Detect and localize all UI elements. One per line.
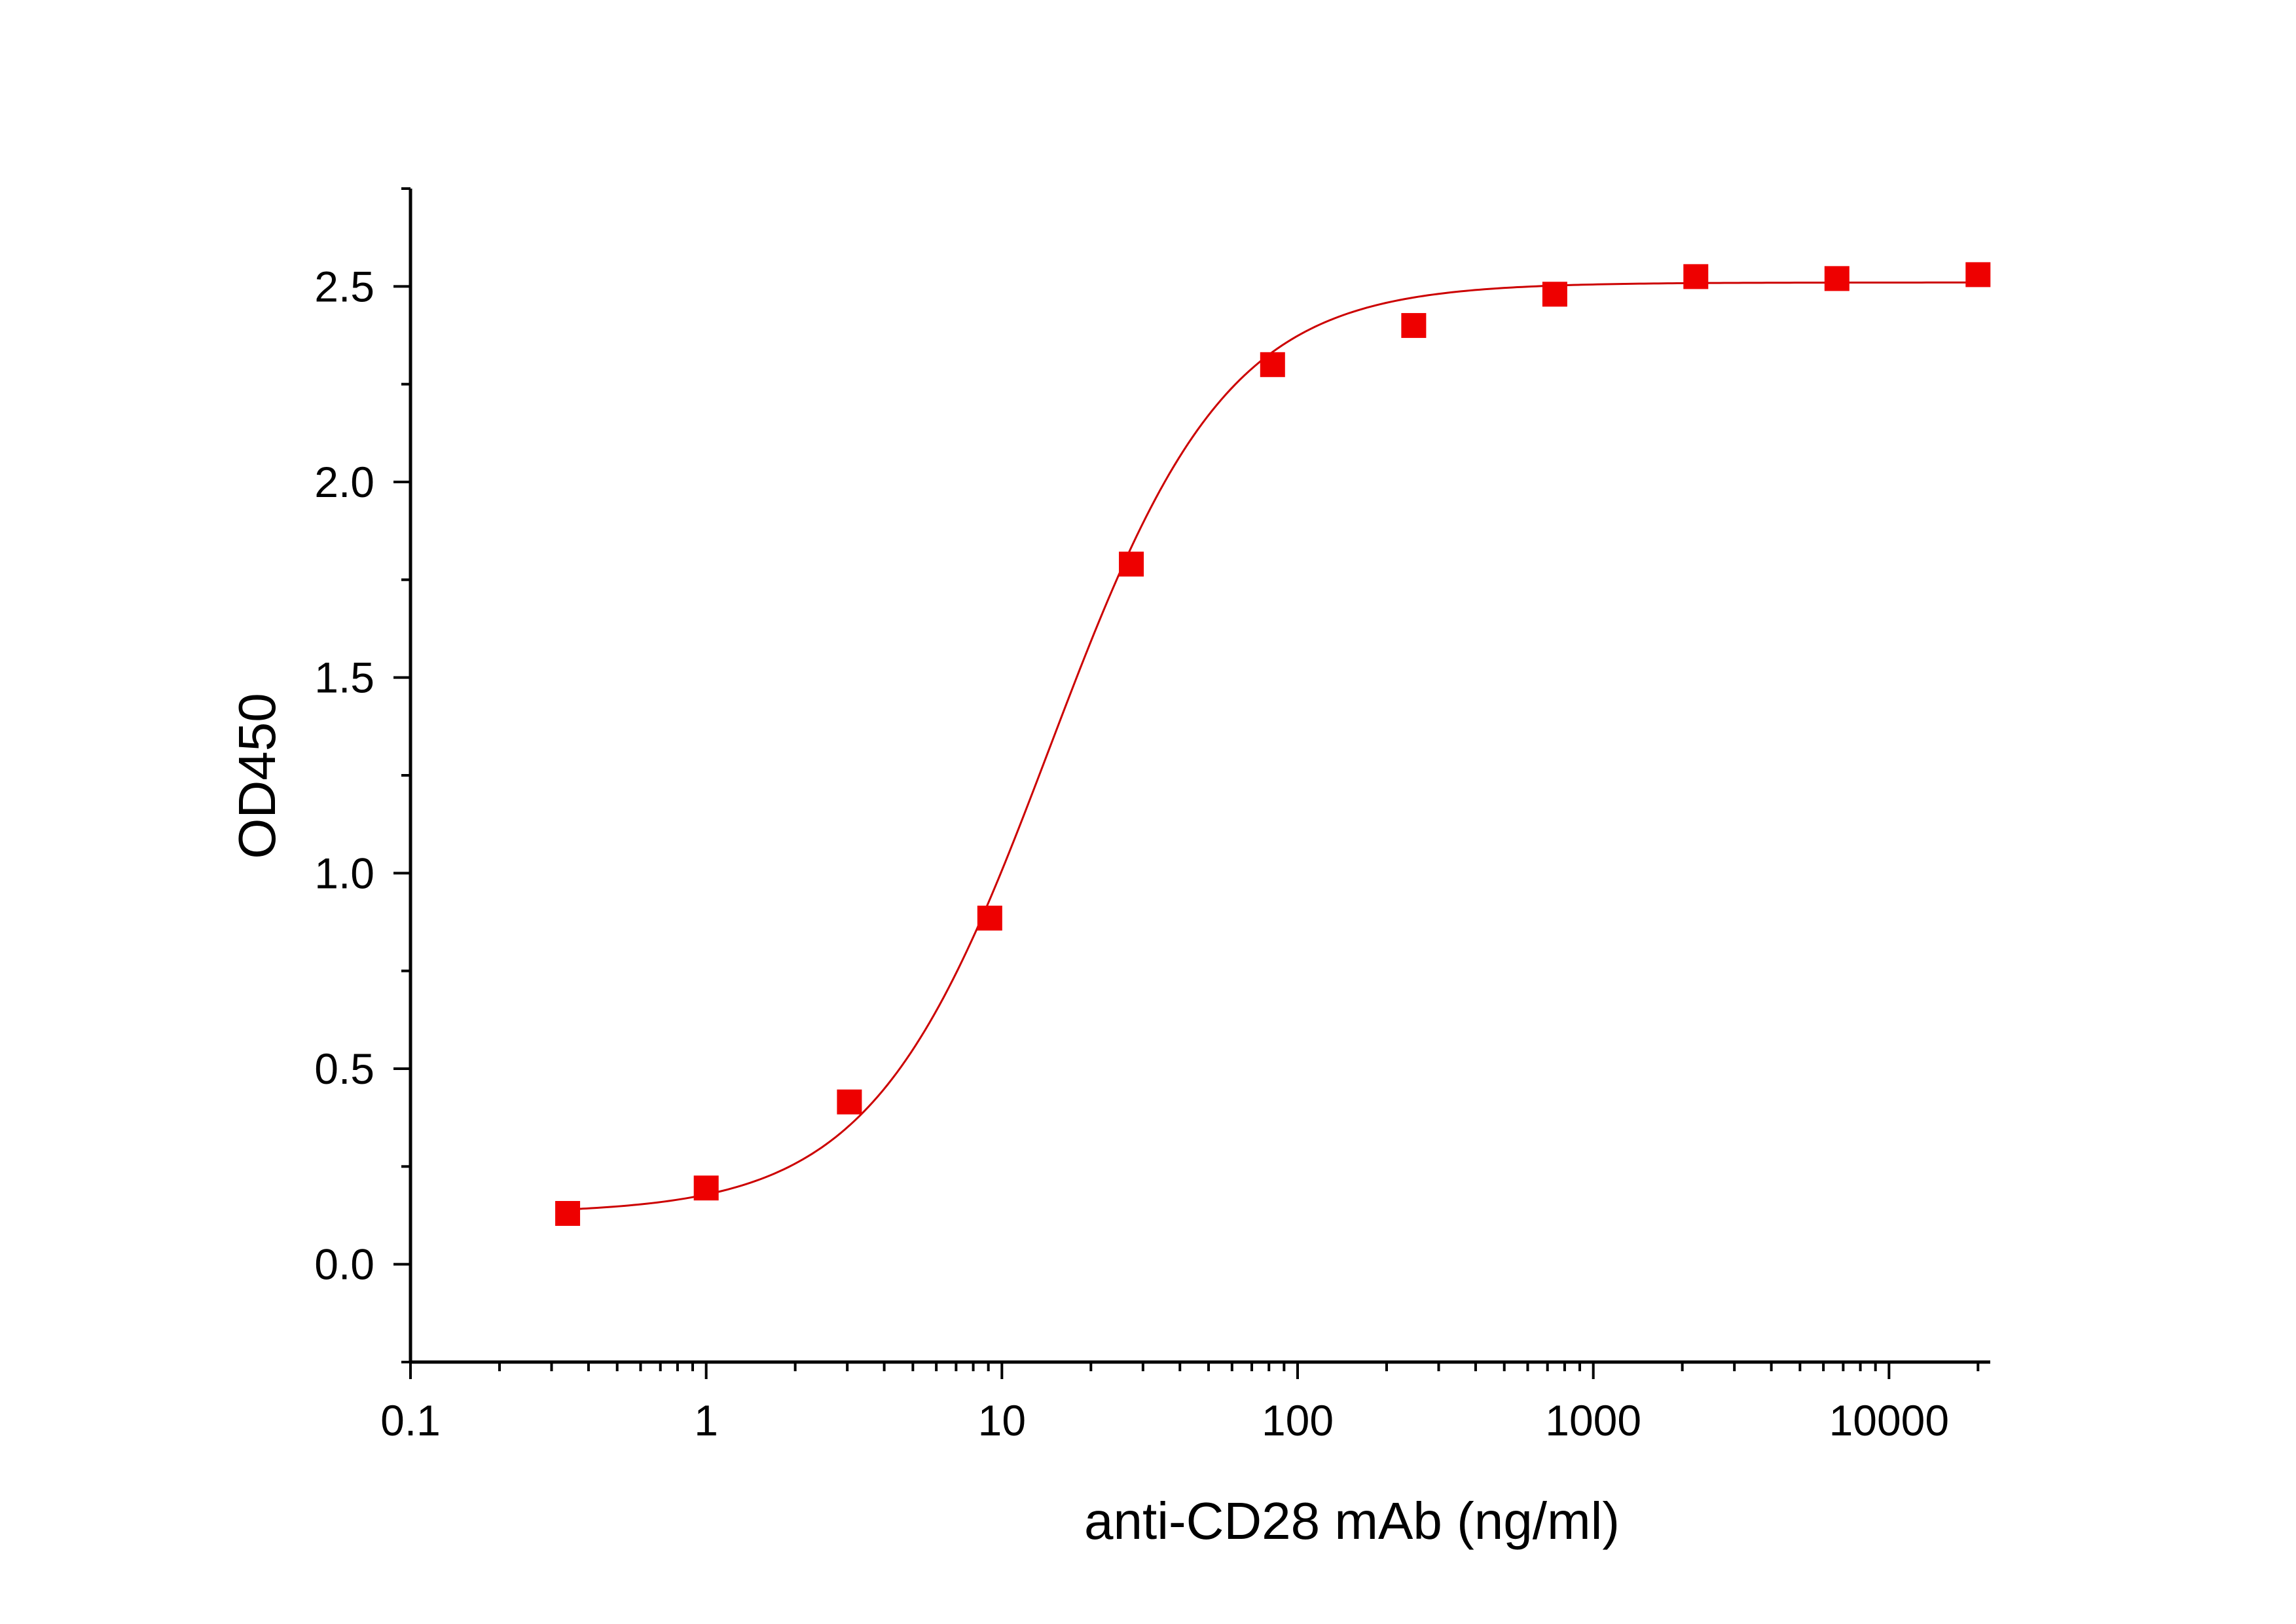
x-tick-label: 10000 bbox=[1829, 1396, 1950, 1445]
data-point bbox=[1824, 266, 1850, 291]
x-tick-label: 0.1 bbox=[380, 1396, 441, 1445]
data-point bbox=[837, 1089, 862, 1115]
y-axis-title: OD450 bbox=[228, 693, 286, 858]
data-point bbox=[1542, 282, 1567, 307]
x-tick-label: 1 bbox=[694, 1396, 718, 1445]
data-point bbox=[1683, 264, 1709, 289]
x-tick-label: 1000 bbox=[1545, 1396, 1641, 1445]
y-tick-label: 2.5 bbox=[314, 262, 374, 310]
y-tick-label: 0.5 bbox=[314, 1044, 374, 1093]
fit-curve bbox=[567, 281, 1978, 1211]
data-points bbox=[555, 262, 1991, 1227]
x-tick-label: 10 bbox=[978, 1396, 1026, 1445]
data-point bbox=[1965, 262, 1991, 287]
data-point bbox=[1260, 352, 1285, 377]
y-tick-label: 2.0 bbox=[314, 458, 374, 506]
x-axis-title: anti-CD28 mAb (ng/ml) bbox=[1084, 1492, 1620, 1550]
y-tick-label: 1.0 bbox=[314, 849, 374, 897]
x-axis-ticks: 0.1 1 10 100 1000 10000 bbox=[380, 1362, 1980, 1445]
data-point bbox=[977, 906, 1002, 931]
data-point bbox=[555, 1201, 581, 1227]
y-tick-label: 1.5 bbox=[314, 654, 374, 702]
data-point bbox=[693, 1175, 719, 1201]
y-axis-ticks: 0.0 0.5 1.0 1.5 2.0 2.5 bbox=[314, 187, 410, 1363]
data-point bbox=[1401, 313, 1427, 339]
x-tick-label: 100 bbox=[1262, 1396, 1334, 1445]
y-tick-label: 0.0 bbox=[314, 1240, 374, 1289]
data-point bbox=[1119, 551, 1144, 577]
axes bbox=[409, 189, 1990, 1364]
